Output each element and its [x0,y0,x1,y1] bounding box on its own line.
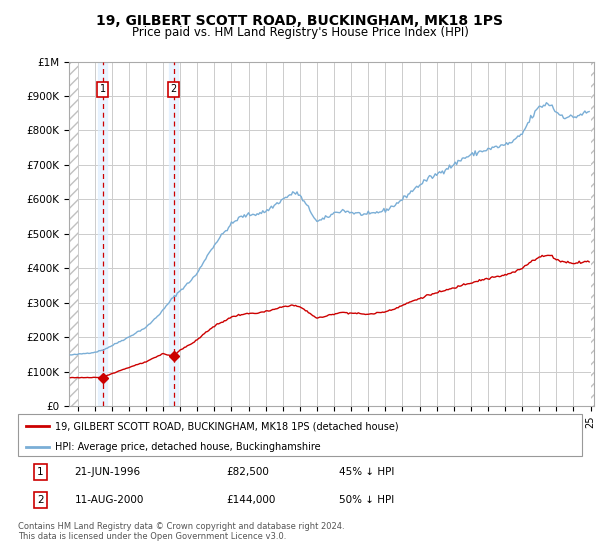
Text: HPI: Average price, detached house, Buckinghamshire: HPI: Average price, detached house, Buck… [55,442,320,452]
Text: 1: 1 [100,84,106,94]
Text: 2: 2 [170,84,177,94]
Text: 1: 1 [37,467,44,477]
Bar [98,62,107,406]
Text: £144,000: £144,000 [227,496,276,505]
Text: 19, GILBERT SCOTT ROAD, BUCKINGHAM, MK18 1PS: 19, GILBERT SCOTT ROAD, BUCKINGHAM, MK18… [97,14,503,28]
Text: 45% ↓ HPI: 45% ↓ HPI [340,467,395,477]
Text: Contains HM Land Registry data © Crown copyright and database right 2024.
This d: Contains HM Land Registry data © Crown c… [18,522,344,542]
Text: 21-JUN-1996: 21-JUN-1996 [74,467,140,477]
Text: 19, GILBERT SCOTT ROAD, BUCKINGHAM, MK18 1PS (detached house): 19, GILBERT SCOTT ROAD, BUCKINGHAM, MK18… [55,421,398,431]
Text: Price paid vs. HM Land Registry's House Price Index (HPI): Price paid vs. HM Land Registry's House … [131,26,469,39]
Bar [169,62,178,406]
Text: 50% ↓ HPI: 50% ↓ HPI [340,496,395,505]
Text: 11-AUG-2000: 11-AUG-2000 [74,496,144,505]
Text: 2: 2 [37,496,44,505]
Text: £82,500: £82,500 [227,467,269,477]
